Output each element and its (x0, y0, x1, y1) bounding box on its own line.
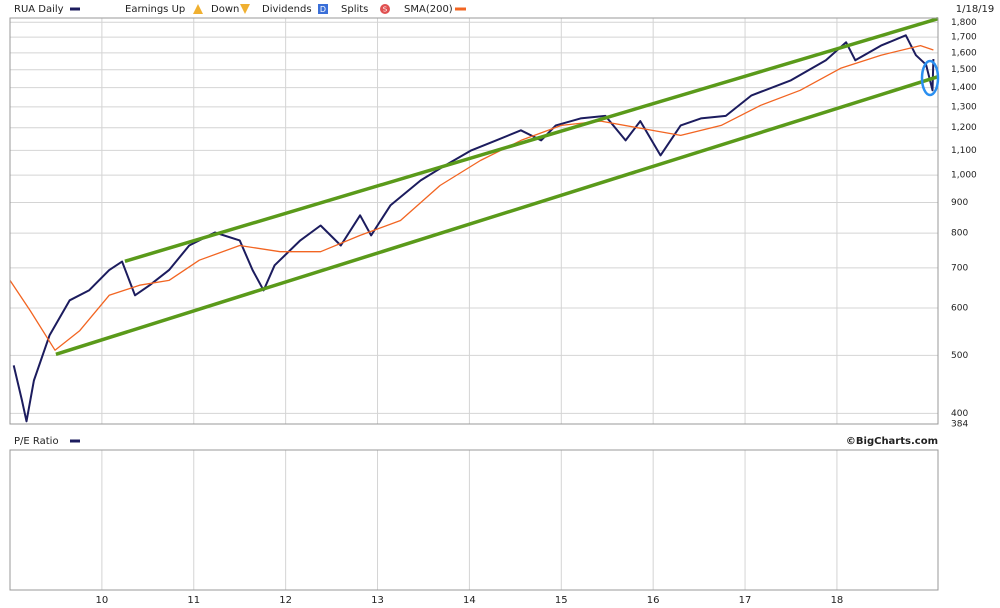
y-tick-label: 1,100 (951, 146, 977, 156)
y-tick-label: 1,200 (951, 123, 977, 133)
plot (9, 17, 939, 423)
trendline (124, 17, 939, 263)
y-tick-label: 1,800 (951, 18, 977, 28)
legend-label: RUA Daily (14, 4, 64, 15)
legend-label: Earnings Up (125, 4, 185, 15)
series-line (12, 34, 935, 423)
x-tick-label: 11 (187, 595, 200, 606)
splits-icon (380, 4, 390, 14)
y-tick-label: 600 (951, 303, 968, 313)
x-tick-label: 17 (739, 595, 752, 606)
x-tick-label: 15 (555, 595, 568, 606)
x-tick-label: 18 (831, 595, 844, 606)
y-tick-label: 400 (951, 409, 968, 419)
y-tick-label: 1,700 (951, 33, 977, 43)
y-tick-label: 800 (951, 229, 968, 239)
earnings-down-icon (240, 4, 250, 14)
x-tick-label: 16 (647, 595, 660, 606)
y-tick-label: 500 (951, 351, 968, 361)
splits-icon-label: S (383, 6, 388, 14)
y-tick-label: 700 (951, 263, 968, 273)
legend-label: Splits (341, 4, 368, 15)
x-tick-label: 12 (279, 595, 292, 606)
legend-label: Down (211, 4, 239, 15)
y-tick-label: 1,400 (951, 83, 977, 93)
y-tick-label: 900 (951, 198, 968, 208)
y-tick-label: 1,000 (951, 171, 977, 181)
x-tick-label: 14 (463, 595, 476, 606)
x-tick-label: 10 (96, 595, 109, 606)
lower-frame (9, 449, 939, 591)
y-tick-label: 384 (951, 420, 968, 430)
y-tick-label: 1,300 (951, 102, 977, 112)
upper-frame (9, 17, 939, 425)
series-line (9, 44, 934, 351)
highlight-ellipse (920, 59, 940, 97)
trendline (55, 75, 939, 356)
x-tick-label: 13 (371, 595, 384, 606)
dividends-icon (318, 4, 328, 14)
y-tick-label: 1,500 (951, 65, 977, 75)
legend-label: SMA(200) (404, 4, 453, 15)
source: ©BigCharts.com (846, 436, 938, 447)
dividends-icon-label: D (320, 5, 326, 14)
legend-label: Dividends (262, 4, 312, 15)
date-label: 1/18/19 (956, 4, 995, 15)
panel-label: P/E Ratio (14, 436, 59, 447)
earnings-up-icon (193, 4, 203, 14)
y-tick-label: 1,600 (951, 48, 977, 58)
legend: RUA Daily Earnings Up Down Dividends D S… (14, 4, 466, 15)
